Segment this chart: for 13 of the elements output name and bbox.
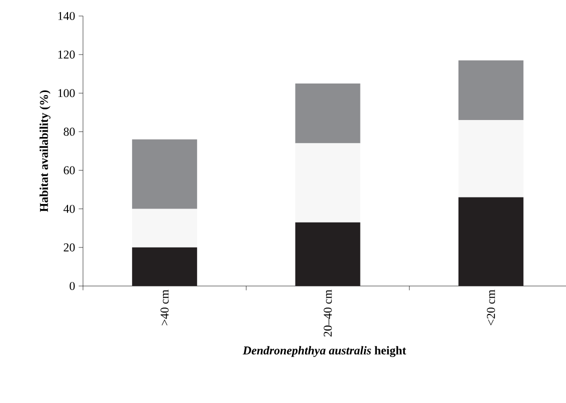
y-tick-label: 40 xyxy=(64,204,75,213)
y-tick-label: 80 xyxy=(64,128,75,136)
x-axis-title: Dendronephthya australis height xyxy=(242,346,406,358)
x-tick-label: 20–40 cm xyxy=(324,290,332,336)
y-tick-label: 0 xyxy=(70,282,75,290)
y-tick-label: 20 xyxy=(64,243,75,252)
x-tick-label: >40 cm xyxy=(160,290,169,326)
y-axis-title: Habitat availability (%) xyxy=(40,90,50,212)
y-tick-label: 140 xyxy=(58,12,75,20)
y-tick-label: 120 xyxy=(58,50,75,59)
y-tick-label: 100 xyxy=(58,89,75,98)
x-tick-label: <20 cm xyxy=(486,290,495,326)
y-tick-label: 60 xyxy=(64,166,75,174)
